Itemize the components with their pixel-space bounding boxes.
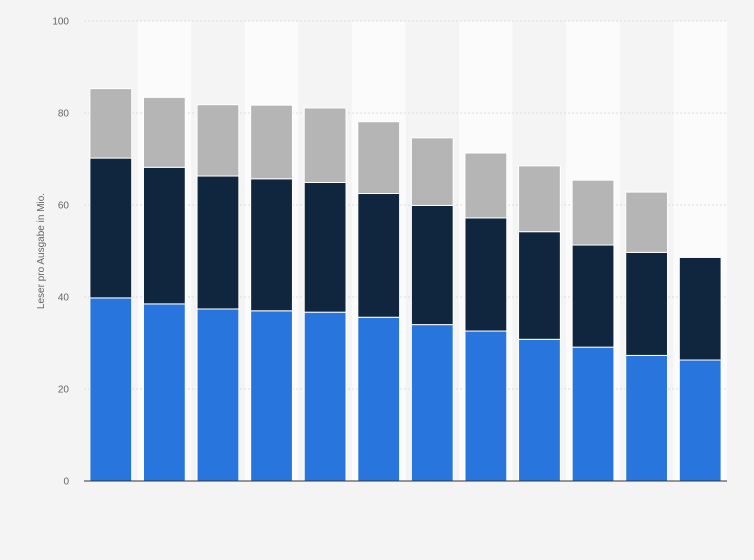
bar-segment-2 — [410, 204, 454, 326]
y-tick-label: 20 — [58, 385, 70, 396]
bar-segment-2 — [464, 217, 508, 332]
bar-segment-3 — [303, 107, 347, 183]
bar-segment-3 — [357, 121, 401, 194]
bar-segment-3 — [518, 165, 561, 233]
bar-segment-2 — [357, 193, 401, 318]
bar-segment-3 — [196, 104, 240, 177]
bar-segment-2 — [196, 175, 240, 310]
bar-segment-3 — [410, 137, 454, 206]
gridlines — [84, 20, 727, 390]
y-axis-ticks: 0 20 40 60 80 100 — [52, 17, 69, 488]
bar-segment-1 — [357, 316, 401, 482]
bar-segment-3 — [250, 104, 293, 180]
bar-segment-1 — [410, 324, 454, 482]
bar-segment-2 — [142, 166, 186, 305]
bar-segment-3 — [625, 191, 669, 253]
bar-segment-1 — [518, 338, 561, 482]
bar-segment-2 — [89, 157, 133, 299]
y-axis-title: Leser pro Ausgabe in Mio. — [36, 193, 47, 309]
bar-segment-1 — [678, 359, 722, 482]
bar-segment-1 — [571, 346, 615, 482]
bar-segment-1 — [89, 297, 133, 482]
y-tick-label: 0 — [63, 477, 69, 488]
bar-segment-2 — [250, 178, 293, 312]
bar-segment-2 — [678, 256, 722, 361]
bar-segment-2 — [518, 231, 561, 340]
bar-segment-3 — [142, 96, 186, 168]
bars — [89, 88, 722, 482]
y-tick-label: 100 — [52, 17, 69, 28]
bar-segment-2 — [625, 251, 669, 356]
y-tick-label: 80 — [58, 109, 70, 120]
bar-segment-1 — [303, 311, 347, 482]
bar-segment-2 — [303, 181, 347, 313]
bar-segment-1 — [625, 354, 669, 482]
bar-segment-3 — [464, 152, 508, 219]
y-tick-label: 60 — [58, 201, 70, 212]
bar-segment-1 — [464, 330, 508, 482]
y-tick-label: 40 — [58, 293, 70, 304]
bar-segment-3 — [571, 179, 615, 246]
bar-segment-2 — [571, 244, 615, 348]
bar-segment-1 — [142, 303, 186, 482]
bar-segment-1 — [250, 310, 293, 482]
bar-segment-1 — [196, 308, 240, 482]
bar-segment-3 — [89, 88, 133, 159]
